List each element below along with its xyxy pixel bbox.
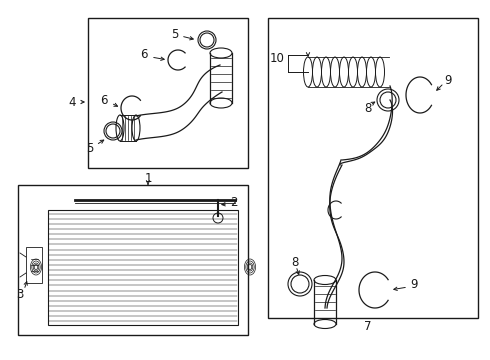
Text: 2: 2 — [230, 195, 238, 208]
Text: 6: 6 — [141, 49, 148, 62]
Text: 4: 4 — [69, 95, 76, 108]
Text: 6: 6 — [100, 94, 108, 107]
Text: 9: 9 — [444, 73, 452, 86]
Text: 10: 10 — [270, 51, 285, 64]
Text: 1: 1 — [144, 172, 152, 185]
Text: 9: 9 — [410, 279, 417, 292]
Text: 8: 8 — [364, 102, 372, 114]
Text: 5: 5 — [171, 27, 178, 40]
Text: 5: 5 — [86, 141, 93, 154]
Text: 7: 7 — [364, 320, 372, 333]
Text: 3: 3 — [16, 288, 24, 302]
Text: 8: 8 — [292, 256, 299, 269]
